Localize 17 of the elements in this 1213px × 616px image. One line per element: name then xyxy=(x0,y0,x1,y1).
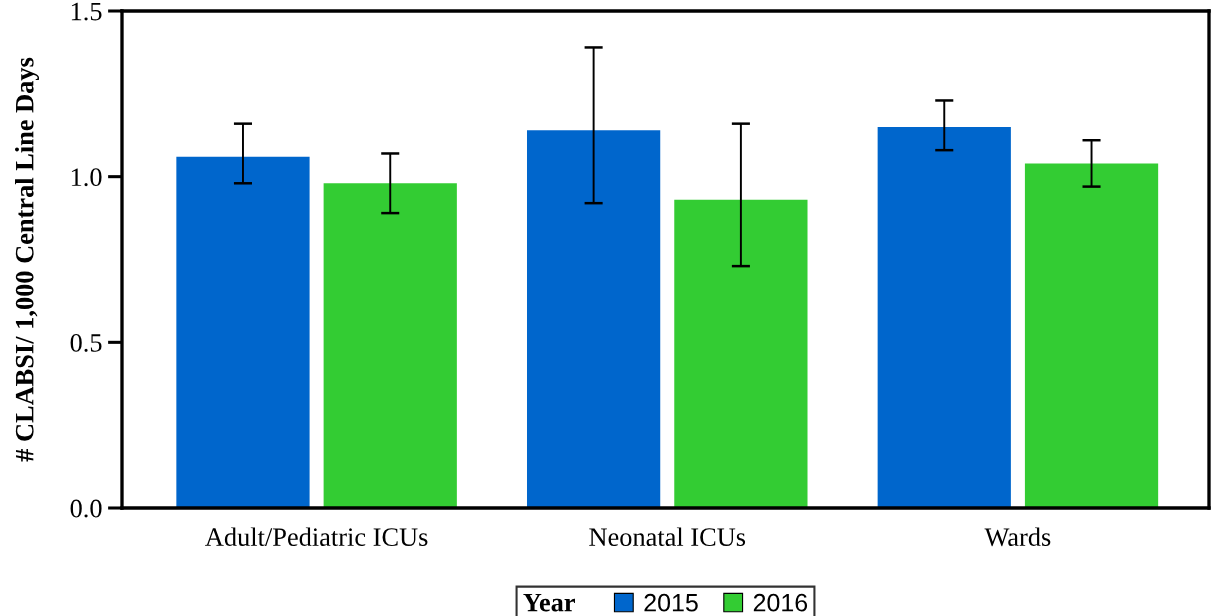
y-axis-title: # CLABSI/ 1,000 Central Line Days xyxy=(15,57,40,462)
bar xyxy=(674,199,808,508)
x-tick-label: Neonatal ICUs xyxy=(589,527,746,547)
legend-title: Year xyxy=(523,593,575,612)
x-tick-label: Adult/Pediatric ICUs xyxy=(205,527,428,547)
bar xyxy=(527,130,661,508)
legend-label: 2015 xyxy=(644,593,698,612)
bar xyxy=(877,126,1011,508)
legend-label: 2016 xyxy=(753,593,808,612)
bar xyxy=(1024,163,1159,508)
x-tick-label: Wards xyxy=(984,527,1051,547)
bar xyxy=(323,183,457,508)
y-tick-label: 0.5 xyxy=(70,333,102,352)
y-tick-label: 1.0 xyxy=(71,168,102,187)
bar xyxy=(176,156,310,508)
y-tick-label: 0.0 xyxy=(70,499,102,518)
y-tick-label: 1.5 xyxy=(71,2,102,21)
